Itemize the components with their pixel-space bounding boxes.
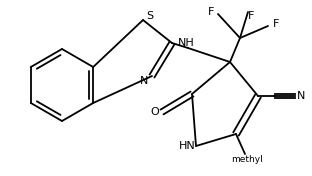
Text: F: F — [248, 11, 254, 21]
Text: F: F — [273, 19, 279, 29]
Text: methyl: methyl — [231, 156, 263, 165]
Text: S: S — [146, 11, 154, 21]
Text: HN: HN — [179, 141, 195, 151]
Text: O: O — [151, 107, 159, 117]
Text: F: F — [208, 7, 214, 17]
Text: NH: NH — [178, 38, 194, 48]
Text: N: N — [140, 76, 148, 86]
Text: N: N — [297, 91, 305, 101]
